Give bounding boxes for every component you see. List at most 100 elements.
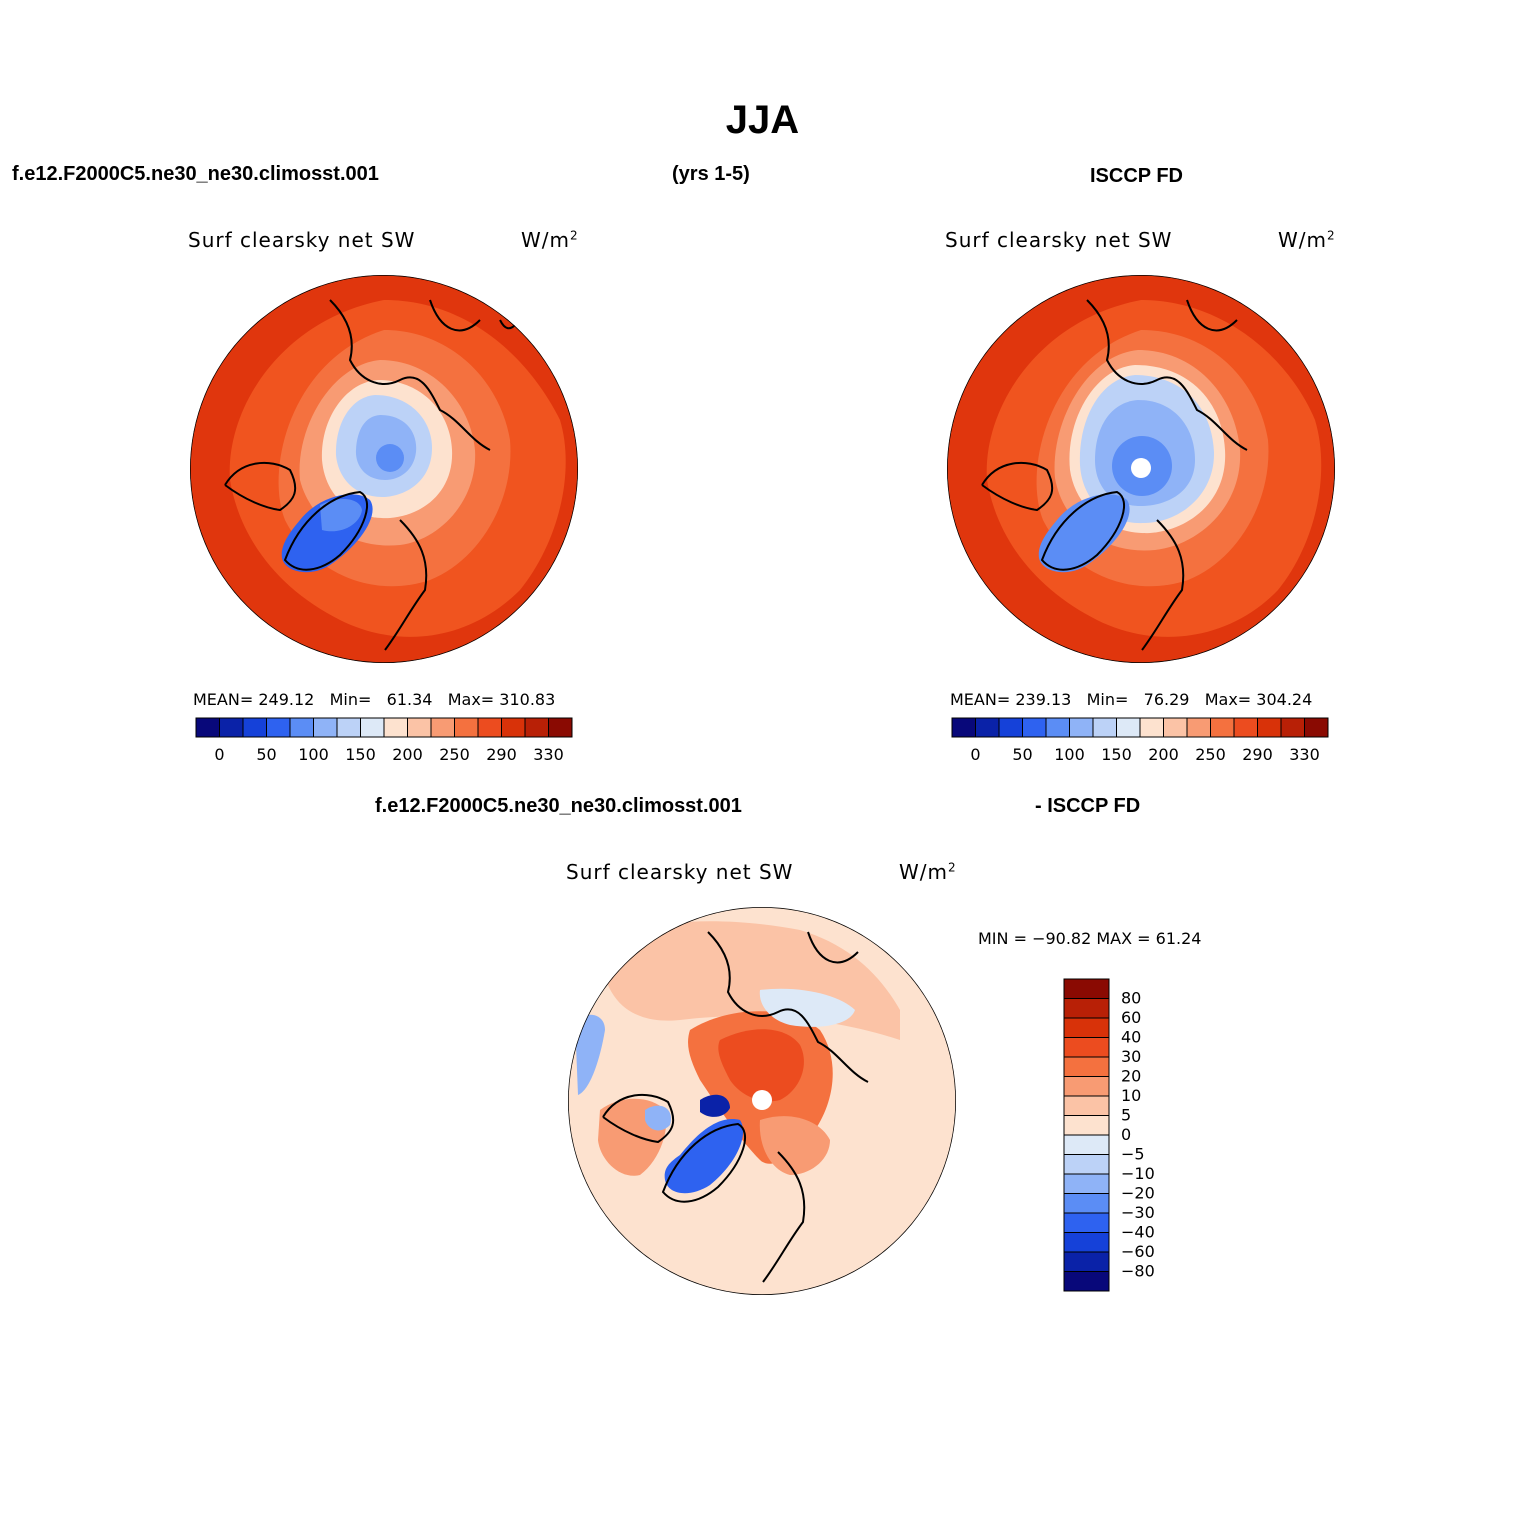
model-colorbar-swatch: [360, 717, 385, 738]
model-colorbar-tick-label: 250: [439, 745, 470, 764]
obs-colorbar-swatch: [1116, 717, 1141, 738]
diff-colorbar-swatch: [1063, 978, 1110, 999]
obs-colorbar-swatch: [1069, 717, 1094, 738]
diff-colorbar-tick-label: −5: [1121, 1145, 1145, 1164]
diff-panel-units: W/m2: [899, 860, 957, 884]
obs-colorbar-tick-label: 290: [1242, 745, 1273, 764]
diff-colorbar-swatch: [1063, 998, 1110, 1019]
obs-colorbar-swatch: [1092, 717, 1117, 738]
obs-colorbar-swatch: [1045, 717, 1070, 738]
obs-panel-variable: Surf clearsky net SW: [945, 228, 1173, 252]
model-panel-variable: Surf clearsky net SW: [188, 228, 416, 252]
diff-colorbar-swatch: [1063, 1115, 1110, 1136]
diff-polar-map: [568, 907, 956, 1295]
diff-colorbar-tick-label: −10: [1121, 1164, 1155, 1183]
diff-colorbar-tick-label: 40: [1121, 1028, 1141, 1047]
diff-colorbar-swatch: [1063, 1232, 1110, 1253]
obs-colorbar-swatch: [1022, 717, 1047, 738]
diff-colorbar-swatch: [1063, 1037, 1110, 1058]
diff-colorbar-swatch: [1063, 1212, 1110, 1233]
obs-colorbar-swatch: [1139, 717, 1164, 738]
diff-colorbar-tick-label: 5: [1121, 1106, 1131, 1125]
diff-colorbar-swatch: [1063, 1251, 1110, 1272]
obs-colorbar-tick-label: 200: [1148, 745, 1179, 764]
model-colorbar-swatch: [477, 717, 502, 738]
diff-colorbar-tick-label: 30: [1121, 1047, 1141, 1066]
model-colorbar-swatch: [195, 717, 220, 738]
diff-colorbar-tick-label: 0: [1121, 1125, 1131, 1144]
model-colorbar-swatch: [383, 717, 408, 738]
years-header: (yrs 1-5): [672, 163, 750, 185]
obs-colorbar-tick-label: 250: [1195, 745, 1226, 764]
model-colorbar-swatch: [313, 717, 338, 738]
diff-colorbar-tick-label: 80: [1121, 989, 1141, 1008]
obs-colorbar-swatch: [1163, 717, 1188, 738]
obs-polar-map: [947, 275, 1335, 663]
obs-name-header: ISCCP FD: [1090, 165, 1183, 187]
obs-colorbar-tick-label: 150: [1101, 745, 1132, 764]
diff-colorbar-swatch: [1063, 1134, 1110, 1155]
obs-colorbar-swatch: [998, 717, 1023, 738]
diff-minmax: MIN = −90.82 MAX = 61.24: [978, 929, 1202, 948]
diff-colorbar-tick-label: −30: [1121, 1203, 1155, 1222]
diff-colorbar-tick-label: 60: [1121, 1008, 1141, 1027]
model-panel-units: W/m2: [521, 228, 579, 252]
obs-colorbar-tick-label: 0: [970, 745, 980, 764]
page-title: JJA: [725, 98, 800, 142]
diff-case-header: f.e12.F2000C5.ne30_ne30.climosst.001: [375, 795, 742, 817]
diff-colorbar-swatch: [1063, 1173, 1110, 1194]
model-colorbar-swatch: [430, 717, 455, 738]
model-colorbar-swatch: [501, 717, 526, 738]
diff-colorbar-tick-label: −80: [1121, 1262, 1155, 1281]
diff-colorbar-tick-label: −60: [1121, 1242, 1155, 1261]
model-colorbar-tick-label: 330: [533, 745, 564, 764]
model-colorbar-swatch: [289, 717, 314, 738]
model-colorbar-tick-label: 100: [298, 745, 329, 764]
model-colorbar-swatch: [336, 717, 361, 738]
model-colorbar-swatch: [242, 717, 267, 738]
obs-stats: MEAN= 239.13 Min= 76.29 Max= 304.24: [950, 690, 1313, 709]
obs-colorbar-tick-label: 100: [1054, 745, 1085, 764]
model-colorbar-swatch: [219, 717, 244, 738]
obs-colorbar-swatch: [1210, 717, 1235, 738]
model-colorbar-swatch: [548, 717, 573, 738]
obs-colorbar-swatch: [975, 717, 1000, 738]
diff-colorbar-tick-label: −20: [1121, 1184, 1155, 1203]
obs-colorbar-tick-label: 50: [1012, 745, 1032, 764]
obs-colorbar-swatch: [1304, 717, 1329, 738]
model-colorbar-tick-label: 200: [392, 745, 423, 764]
diff-colorbar-swatch: [1063, 1271, 1110, 1292]
model-stats: MEAN= 249.12 Min= 61.34 Max= 310.83: [193, 690, 556, 709]
obs-colorbar-swatch: [951, 717, 976, 738]
obs-colorbar-swatch: [1280, 717, 1305, 738]
obs-colorbar-swatch: [1233, 717, 1258, 738]
diff-colorbar-tick-label: 10: [1121, 1086, 1141, 1105]
diff-panel-variable: Surf clearsky net SW: [566, 860, 794, 884]
model-colorbar-tick-label: 0: [214, 745, 224, 764]
diff-colorbar-swatch: [1063, 1154, 1110, 1175]
case-name-header: f.e12.F2000C5.ne30_ne30.climosst.001: [12, 163, 379, 185]
obs-panel-units: W/m2: [1278, 228, 1336, 252]
model-polar-map: [190, 275, 578, 663]
diff-colorbar-swatch: [1063, 1095, 1110, 1116]
diff-colorbar-swatch: [1063, 1056, 1110, 1077]
obs-colorbar-tick-label: 330: [1289, 745, 1320, 764]
model-colorbar-swatch: [454, 717, 479, 738]
obs-colorbar-swatch: [1186, 717, 1211, 738]
model-colorbar-swatch: [524, 717, 549, 738]
model-colorbar-tick-label: 50: [256, 745, 276, 764]
model-colorbar-tick-label: 290: [486, 745, 517, 764]
obs-colorbar: 0 50 100 150 200 250 290 330: [951, 717, 1329, 764]
model-colorbar-tick-label: 150: [345, 745, 376, 764]
diff-colorbar-swatch: [1063, 1193, 1110, 1214]
diff-colorbar-swatch: [1063, 1076, 1110, 1097]
diff-colorbar-swatch: [1063, 1017, 1110, 1038]
model-colorbar: 0 50 100 150 200 250 290 330: [195, 717, 573, 764]
model-colorbar-swatch: [266, 717, 291, 738]
diff-colorbar-tick-label: 20: [1121, 1067, 1141, 1086]
model-colorbar-swatch: [407, 717, 432, 738]
obs-colorbar-swatch: [1257, 717, 1282, 738]
diff-obs-header: - ISCCP FD: [1035, 795, 1141, 817]
